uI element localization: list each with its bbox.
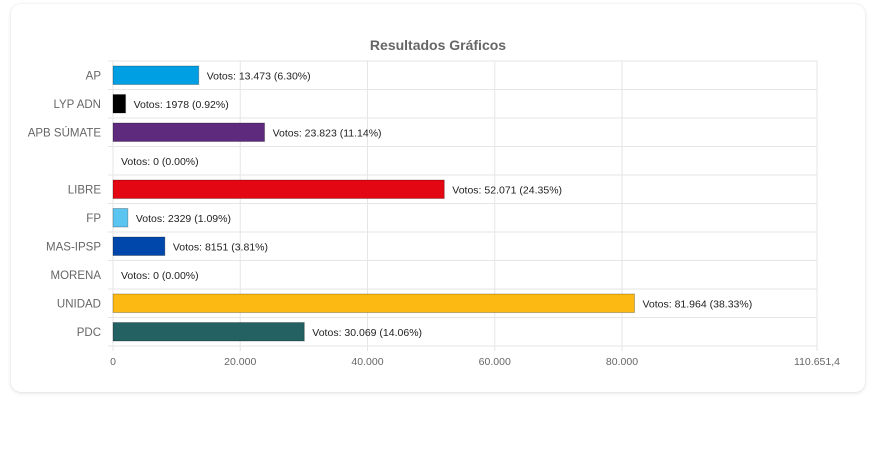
bar-mas-ipsp (112, 236, 166, 256)
bar-fp (112, 208, 129, 228)
data-label: Votos: 0 (0.00%) (121, 156, 199, 168)
data-label: Votos: 30.069 (14.06%) (312, 327, 422, 339)
category-label: MORENA (51, 270, 102, 282)
bar-ap (112, 65, 200, 85)
bar-unidad (112, 293, 635, 313)
bar-chart: 0 20.000 40.000 60.000 80.000 110.651,4 AP Voto… (28, 60, 840, 368)
data-label: Votos: 2329 (1.09%) (136, 213, 231, 225)
category-label: FP (86, 213, 101, 225)
category-label: LYP ADN (53, 99, 101, 111)
data-label: Votos: 0 (0.00%) (121, 270, 199, 282)
data-label: Votos: 8151 (3.81%) (173, 241, 268, 253)
x-tick-label: 60.000 (479, 356, 511, 368)
x-tick-label: 110.651,4 (794, 356, 840, 368)
category-label: AP (86, 70, 102, 82)
bar-apb-s-mate (112, 122, 266, 142)
x-tick-label: 0 (110, 356, 116, 368)
x-tick-label: 20.000 (224, 356, 256, 368)
data-label: Votos: 13.473 (6.30%) (207, 70, 311, 82)
data-label: Votos: 52.071 (24.35%) (452, 184, 562, 196)
chart-card: Resultados Gráficos 0 20.000 40.000 60.000 8… (11, 4, 865, 392)
bar-lyp-adn (112, 94, 127, 114)
category-label: UNIDAD (57, 298, 101, 310)
bar-pdc (112, 322, 305, 342)
category-label: LIBRE (68, 184, 102, 196)
bar-libre (112, 179, 445, 199)
x-tick-label: 40.000 (351, 356, 383, 368)
category-label: MAS-IPSP (46, 241, 101, 253)
data-label: Votos: 1978 (0.92%) (134, 99, 229, 111)
data-label: Votos: 23.823 (11.14%) (273, 127, 382, 139)
category-label: PDC (77, 327, 101, 339)
category-label: APB SÚMATE (28, 126, 102, 139)
data-label: Votos: 81.964 (38.33%) (642, 298, 752, 310)
chart-title: Resultados Gráficos (369, 37, 507, 53)
x-tick-label: 80.000 (606, 356, 638, 368)
